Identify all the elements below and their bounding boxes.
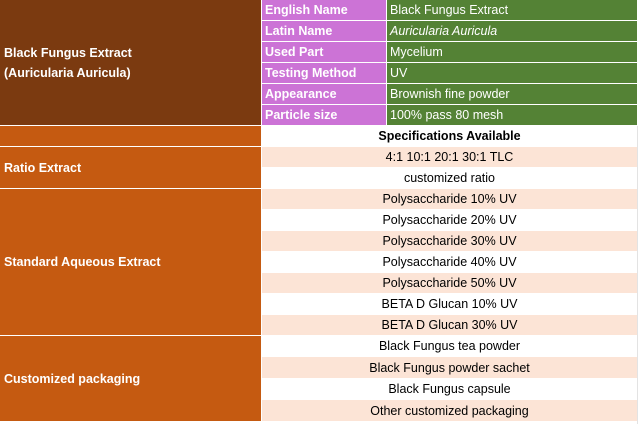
spec-item: Polysaccharide 20% UV	[262, 210, 637, 231]
group-ratio-extract: Ratio Extract	[0, 147, 262, 189]
specs-header: Specifications Available	[262, 126, 637, 147]
info-label-testing-method: Testing Method	[262, 63, 387, 84]
spec-item: Polysaccharide 40% UV	[262, 252, 637, 273]
product-title-cell: Black Fungus Extract (Auricularia Auricu…	[0, 0, 262, 126]
group-customized-packaging: Customized packaging	[0, 336, 262, 422]
spec-item: Black Fungus tea powder	[262, 336, 637, 357]
info-value-latin-name: Auricularia Auricula	[387, 21, 637, 42]
spec-item: BETA D Glucan 30% UV	[262, 315, 637, 336]
info-value-used-part: Mycelium	[387, 42, 637, 63]
info-value-testing-method: UV	[387, 63, 637, 84]
spec-item: Other customized packaging	[262, 400, 637, 422]
info-value-english-name: Black Fungus Extract	[387, 0, 637, 21]
spec-item: Black Fungus powder sachet	[262, 357, 637, 379]
product-title-line2: (Auricularia Auricula)	[4, 65, 131, 80]
group-standard-aqueous-extract: Standard Aqueous Extract	[0, 189, 262, 336]
spec-item: BETA D Glucan 10% UV	[262, 294, 637, 315]
spec-item: Black Fungus capsule	[262, 379, 637, 400]
info-value-particle-size: 100% pass 80 mesh	[387, 105, 637, 126]
spec-item: 4:1 10:1 20:1 30:1 TLC	[262, 147, 637, 168]
info-label-latin-name: Latin Name	[262, 21, 387, 42]
info-label-particle-size: Particle size	[262, 105, 387, 126]
grid-line	[637, 126, 638, 424]
spec-item: Polysaccharide 50% UV	[262, 273, 637, 294]
info-label-appearance: Appearance	[262, 84, 387, 105]
info-label-english-name: English Name	[262, 0, 387, 21]
spec-item: customized ratio	[262, 168, 637, 189]
spec-item: Polysaccharide 10% UV	[262, 189, 637, 210]
product-title-line1: Black Fungus Extract	[4, 45, 132, 60]
spec-header-left-cell	[0, 126, 262, 147]
info-value-appearance: Brownish fine powder	[387, 84, 637, 105]
info-label-used-part: Used Part	[262, 42, 387, 63]
spec-item: Polysaccharide 30% UV	[262, 231, 637, 252]
